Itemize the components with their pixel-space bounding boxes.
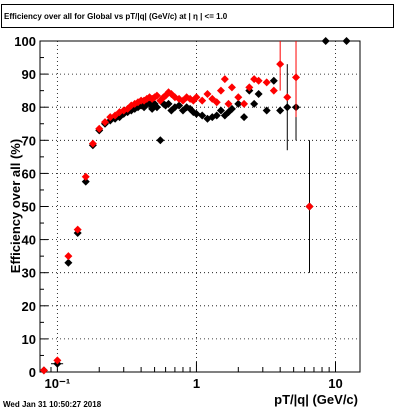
chart-marks: [39, 37, 351, 375]
data-point-black: [250, 99, 259, 108]
chart-title: Efficiency over all for Global vs pT/|q|…: [1, 4, 394, 28]
data-point-red: [81, 172, 90, 181]
y-tick-label: 0: [29, 365, 36, 380]
data-point-red: [234, 93, 243, 102]
data-point-red: [269, 86, 278, 95]
data-point-black: [81, 177, 90, 186]
chart-axes: 0 10 20 30 40 50 60 70 80 90 100 10⁻¹ 1 10: [14, 34, 342, 391]
y-axis-label: Efficiency over all (%): [8, 139, 23, 273]
data-point-black: [262, 106, 271, 115]
data-point-black: [276, 106, 285, 115]
y-tick-label: 70: [22, 133, 36, 148]
x-tick-label: 10⁻¹: [45, 376, 71, 391]
data-point-black: [227, 104, 236, 113]
data-point-black: [240, 113, 249, 122]
data-point-red: [64, 252, 73, 261]
data-point-black: [254, 89, 263, 98]
data-point-black: [198, 111, 207, 120]
data-point-black: [152, 103, 161, 112]
data-point-red: [152, 91, 161, 100]
data-point-black: [192, 109, 201, 118]
data-point-red: [100, 118, 109, 127]
data-point-red: [95, 124, 104, 133]
chart-grid: [40, 41, 360, 372]
timestamp-footer: Wed Jan 31 10:50:27 2018: [3, 400, 102, 409]
data-point-red: [276, 60, 285, 69]
y-tick-label: 40: [22, 233, 36, 248]
data-point-red: [292, 73, 301, 82]
data-point-red: [212, 98, 221, 107]
x-tick-label: 1: [193, 376, 200, 391]
data-point-black: [156, 136, 165, 145]
data-point-red: [220, 75, 229, 84]
data-point-red: [192, 93, 201, 102]
y-tick-label: 50: [22, 200, 36, 215]
data-point-black: [234, 99, 243, 108]
y-tick-label: 60: [22, 166, 36, 181]
x-axis-label: pT/|q| (GeV/c): [274, 392, 358, 407]
data-point-black: [321, 37, 330, 45]
y-tick-label: 80: [22, 100, 36, 115]
y-tick-label: 10: [22, 332, 36, 347]
data-point-red: [198, 96, 207, 105]
data-point-red: [73, 225, 82, 234]
data-point-black: [342, 37, 351, 45]
data-point-red: [240, 99, 249, 108]
data-point-red: [283, 93, 292, 102]
y-tick-label: 20: [22, 299, 36, 314]
data-point-red: [216, 86, 225, 95]
x-tick-label: 10: [328, 376, 342, 391]
data-point-black: [283, 103, 292, 112]
data-point-black: [212, 111, 221, 120]
data-point-red: [262, 78, 271, 87]
data-point-red: [224, 99, 233, 108]
data-point-black: [175, 101, 184, 110]
data-point-red: [53, 356, 62, 365]
y-tick-label: 30: [22, 266, 36, 281]
y-tick-label: 90: [22, 67, 36, 82]
data-point-red: [305, 202, 314, 211]
data-point-red: [203, 89, 212, 98]
y-tick-label: 100: [14, 34, 36, 49]
data-point-red: [254, 76, 263, 85]
data-point-red: [39, 366, 48, 375]
data-point-red: [227, 83, 236, 92]
data-point-black: [164, 99, 173, 108]
data-point-black: [216, 106, 225, 115]
data-point-red: [245, 83, 254, 92]
data-point-black: [64, 258, 73, 267]
data-point-red: [88, 139, 97, 148]
data-point-black: [269, 76, 278, 85]
